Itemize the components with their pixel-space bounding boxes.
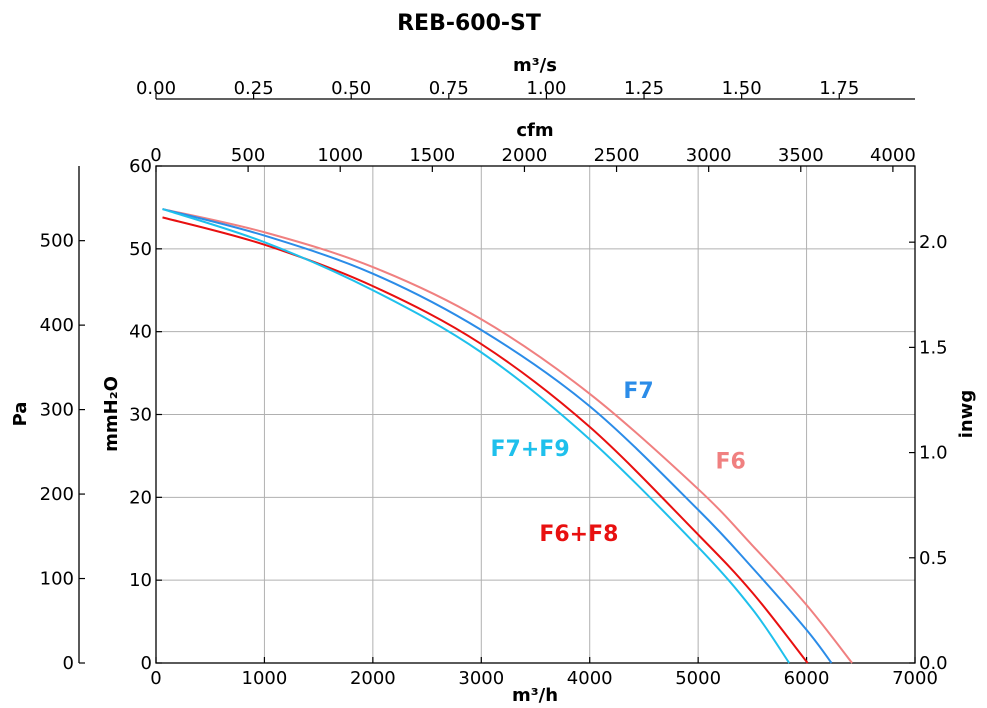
x-top-cfm-tick-label: 3500: [778, 145, 824, 166]
series-label-f6-f8: F6+F8: [539, 522, 618, 547]
series-label-f6: F6: [715, 449, 745, 474]
curve-f6: [162, 208, 853, 664]
x-top-m3s-axis-title: m³/s: [513, 55, 557, 76]
x-top-cfm-tick-label: 3000: [686, 145, 732, 166]
x-top-m3s-tick-label: 0.50: [331, 78, 371, 99]
curve-f7-f9: [162, 208, 791, 664]
y-inwg-axis-title: inwg: [956, 390, 977, 439]
x-top-m3s-tick-label: 1.75: [819, 78, 859, 99]
x-top-cfm-tick-label: 500: [231, 145, 265, 166]
y-pa-tick-label: 200: [40, 484, 74, 505]
y-inwg-tick-label: 2.0: [919, 232, 948, 253]
x-top-m3s-tick-label: 0.00: [136, 78, 176, 99]
x-bottom-tick-label: 2000: [350, 668, 396, 689]
x-top-m3s-tick-label: 0.75: [429, 78, 469, 99]
x-top-m3s-tick-label: 0.25: [234, 78, 274, 99]
y-mmh2o-tick-label: 10: [129, 570, 152, 591]
y-inwg-tick-label: 1.5: [919, 337, 948, 358]
x-bottom-tick-label: 4000: [567, 668, 613, 689]
y-mmh2o-tick-label: 20: [129, 487, 152, 508]
series-label-f7: F7: [623, 379, 653, 404]
curve-f7: [162, 208, 833, 664]
y-mmh2o-tick-label: 40: [129, 322, 152, 343]
x-bottom-tick-label: 5000: [675, 668, 721, 689]
y-pa-tick-label: 100: [40, 569, 74, 590]
x-bottom-tick-label: 7000: [892, 668, 938, 689]
x-top-cfm-tick-label: 2000: [502, 145, 548, 166]
y-pa-tick-label: 0: [63, 653, 74, 674]
series-curves: [162, 208, 853, 664]
y-mmh2o-tick-label: 50: [129, 239, 152, 260]
y-mmh2o-tick-label: 60: [129, 156, 152, 177]
x-top-m3s-tick-label: 1.25: [624, 78, 664, 99]
y-mmh2o-tick-label: 30: [129, 405, 152, 426]
y-pa-axis-title: Pa: [10, 402, 31, 427]
y-inwg-tick-label: 0.5: [919, 548, 948, 569]
x-bottom-tick-label: 1000: [242, 668, 288, 689]
grid-lines: [155, 165, 916, 664]
chart-title: REB-600-ST: [397, 11, 541, 36]
curve-f6-f8: [162, 216, 809, 664]
y-inwg-tick-label: 1.0: [919, 443, 948, 464]
x-top-cfm-tick-label: 4000: [870, 145, 916, 166]
x-bottom-tick-label: 3000: [458, 668, 504, 689]
y-pa-tick-label: 500: [40, 231, 74, 252]
x-top-m3s-tick-label: 1.50: [722, 78, 762, 99]
y-mmh2o-axis-title: mmH₂O: [101, 376, 122, 452]
x-top-cfm-tick-label: 1500: [409, 145, 455, 166]
y-pa-tick-label: 400: [40, 315, 74, 336]
series-label-f7-f9: F7+F9: [491, 437, 570, 462]
series-labels: F6 F7 F6+F8 F7+F9: [491, 379, 746, 547]
y-mmh2o-tick-label: 0: [141, 653, 152, 674]
x-bottom-tick-label: 0: [150, 668, 161, 689]
x-bottom-axis-title: m³/h: [512, 685, 558, 706]
x-top-cfm-axis-title: cfm: [516, 120, 553, 141]
x-bottom-tick-label: 6000: [784, 668, 830, 689]
y-inwg-tick-label: 0.0: [919, 653, 948, 674]
x-top-cfm-tick-label: 2500: [594, 145, 640, 166]
x-top-cfm-tick-label: 0: [150, 145, 161, 166]
x-top-m3s-tick-label: 1.00: [526, 78, 566, 99]
y-pa-tick-label: 300: [40, 400, 74, 421]
x-top-cfm-tick-label: 1000: [317, 145, 363, 166]
